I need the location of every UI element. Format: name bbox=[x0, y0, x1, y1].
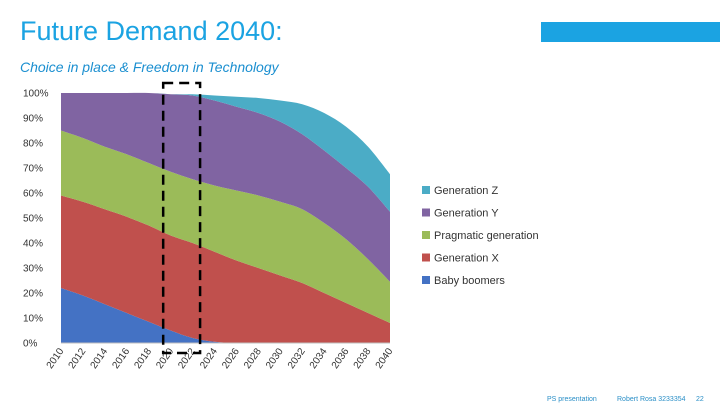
y-axis: 0% 10% 20% 30% 40% 50% 60% 70% 80% 90% 100% bbox=[23, 89, 49, 350]
legend-label-generation-x: Generation X bbox=[434, 253, 499, 265]
legend-swatch-baby-boomers bbox=[422, 276, 430, 284]
y-tick-label: 80% bbox=[23, 139, 43, 150]
y-tick-label: 70% bbox=[23, 164, 43, 175]
y-tick-label: 30% bbox=[23, 264, 43, 275]
footer-presentation-label: PS presentation bbox=[547, 396, 597, 403]
y-tick-label: 10% bbox=[23, 314, 43, 325]
header-accent-bar bbox=[541, 22, 720, 42]
x-tick-label: 2040 bbox=[374, 346, 396, 371]
legend-label-generation-z: Generation Z bbox=[434, 185, 498, 197]
x-tick-label: 2026 bbox=[220, 346, 242, 371]
x-tick-label: 2024 bbox=[198, 346, 220, 371]
x-tick-label: 2036 bbox=[330, 346, 352, 371]
x-tick-label: 2034 bbox=[308, 346, 330, 371]
x-tick-label: 2020 bbox=[154, 346, 176, 371]
x-tick-label: 2018 bbox=[132, 346, 154, 371]
page-title: Future Demand 2040: bbox=[20, 16, 283, 46]
x-tick-label: 2038 bbox=[352, 346, 374, 371]
legend-swatch-generation-z bbox=[422, 186, 430, 194]
x-tick-label: 2022 bbox=[176, 346, 198, 371]
legend-label-baby-boomers: Baby boomers bbox=[434, 275, 505, 287]
x-tick-label: 2016 bbox=[110, 346, 132, 371]
legend-label-pragmatic-generation: Pragmatic generation bbox=[434, 230, 539, 242]
chart-areas bbox=[61, 92, 390, 344]
x-axis: 2010 2012 2014 2016 2018 2020 2022 2024 2026 2028… bbox=[45, 342, 396, 371]
y-tick-label: 0% bbox=[23, 339, 38, 350]
x-tick-label: 2030 bbox=[264, 346, 286, 371]
x-tick-label: 2010 bbox=[45, 346, 67, 371]
area-generation-y bbox=[61, 92, 390, 282]
highlight-box bbox=[161, 81, 202, 355]
y-tick-label: 40% bbox=[23, 239, 43, 250]
footer-author: Robert Rosa 3233354 bbox=[617, 396, 686, 403]
legend-swatch-generation-x bbox=[422, 253, 430, 262]
area-generation-z bbox=[61, 92, 390, 212]
page-subtitle: Choice in place & Freedom in Technology bbox=[20, 59, 279, 75]
x-tick-label: 2014 bbox=[89, 346, 111, 371]
area-pragmatic-generation bbox=[61, 130, 390, 323]
y-tick-label: 60% bbox=[23, 189, 43, 200]
y-tick-label: 100% bbox=[23, 89, 49, 100]
area-generation-x bbox=[61, 195, 390, 344]
legend-swatch-pragmatic-generation bbox=[422, 231, 430, 239]
area-baby-boomers bbox=[61, 288, 390, 344]
y-tick-label: 50% bbox=[23, 214, 43, 225]
x-tick-label: 2012 bbox=[67, 346, 89, 371]
legend-swatch-generation-y bbox=[422, 208, 430, 217]
x-tick-label: 2032 bbox=[286, 346, 308, 371]
legend-label-generation-y: Generation Y bbox=[434, 208, 499, 220]
y-tick-label: 20% bbox=[23, 289, 43, 300]
chart-legend: Generation Z Generation Y Pragmatic genera… bbox=[422, 185, 539, 287]
highlight-annotation bbox=[161, 81, 202, 355]
y-tick-label: 90% bbox=[23, 114, 43, 125]
footer-page-number: 22 bbox=[696, 396, 704, 403]
x-tick-label: 2028 bbox=[242, 346, 264, 371]
